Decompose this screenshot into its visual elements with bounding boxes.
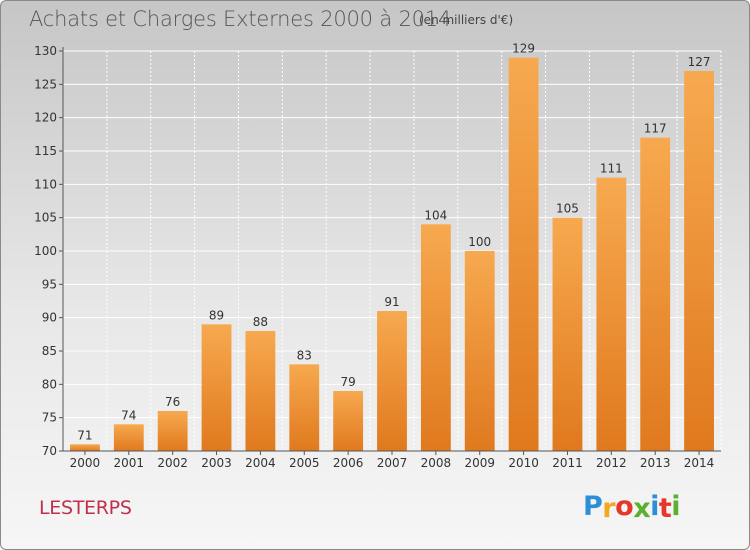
y-tick-label: 75 <box>42 411 57 425</box>
x-tick-label: 2003 <box>201 456 232 470</box>
data-label: 88 <box>253 315 268 329</box>
data-label: 105 <box>556 202 579 216</box>
data-label: 104 <box>424 208 447 222</box>
chart-title: Achats et Charges Externes 2000 à 2014 <box>29 7 452 31</box>
logo-letter: r <box>602 493 616 524</box>
proxiti-logo: Proxiti <box>583 491 681 524</box>
logo-letter: o <box>615 491 634 522</box>
bar <box>552 217 583 451</box>
data-label: 117 <box>644 122 667 136</box>
x-tick-label: 2012 <box>596 456 627 470</box>
x-tick-label: 2008 <box>421 456 452 470</box>
y-tick-label: 120 <box>34 111 57 125</box>
data-label: 111 <box>600 162 623 176</box>
y-tick-label: 100 <box>34 244 57 258</box>
bar <box>377 311 407 451</box>
bar <box>684 71 714 451</box>
logo-letter: t <box>658 493 672 524</box>
commune-name: LESTERPS <box>39 497 132 519</box>
x-tick-label: 2001 <box>114 456 145 470</box>
data-label: 71 <box>77 428 92 442</box>
labels: 70 75 80 85 90 95 100 105 110 115 120 125 130 71 2000 7… <box>34 42 714 470</box>
y-tick-label: 130 <box>34 44 57 58</box>
x-tick-label: 2011 <box>552 456 583 470</box>
logo-letter: i <box>650 491 659 522</box>
y-tick-label: 90 <box>42 311 57 325</box>
bar <box>596 177 627 451</box>
data-label: 76 <box>165 395 180 409</box>
bar <box>333 391 364 451</box>
y-tick-label: 115 <box>34 144 57 158</box>
bar <box>289 364 320 451</box>
data-label: 91 <box>384 295 399 309</box>
x-tick-label: 2014 <box>684 456 715 470</box>
x-tick-label: 2002 <box>157 456 188 470</box>
data-label: 79 <box>340 375 355 389</box>
bar <box>464 251 495 451</box>
bar <box>245 331 276 451</box>
data-label: 129 <box>512 42 535 56</box>
logo-letter: P <box>583 491 603 522</box>
x-tick-label: 2006 <box>333 456 364 470</box>
y-tick-label: 85 <box>42 344 57 358</box>
logo-letter: x <box>633 493 651 524</box>
bar <box>640 137 671 451</box>
axes <box>59 47 721 455</box>
data-label: 74 <box>121 408 136 422</box>
bar <box>201 324 232 451</box>
bar <box>508 57 539 452</box>
y-tick-label: 80 <box>42 377 57 391</box>
data-label: 100 <box>468 235 491 249</box>
x-tick-label: 2000 <box>70 456 101 470</box>
y-tick-label: 110 <box>34 177 57 191</box>
y-tick-label: 70 <box>42 444 57 458</box>
x-tick-label: 2009 <box>464 456 495 470</box>
y-tick-label: 95 <box>42 277 57 291</box>
x-tick-label: 2013 <box>640 456 671 470</box>
bar <box>70 444 100 451</box>
x-tick-label: 2007 <box>377 456 408 470</box>
x-tick-label: 2005 <box>289 456 320 470</box>
bar <box>420 224 451 451</box>
data-label: 127 <box>688 55 711 69</box>
x-tick-label: 2010 <box>508 456 539 470</box>
y-tick-label: 105 <box>34 211 57 225</box>
bars <box>70 57 714 452</box>
data-label: 89 <box>209 308 224 322</box>
logo-letter: i <box>671 491 681 522</box>
chart-subtitle: (en milliers d'€) <box>419 13 514 27</box>
bar <box>157 411 188 451</box>
x-tick-label: 2004 <box>245 456 276 470</box>
data-label: 83 <box>297 348 312 362</box>
y-tick-label: 125 <box>34 77 57 91</box>
bar <box>113 424 144 451</box>
